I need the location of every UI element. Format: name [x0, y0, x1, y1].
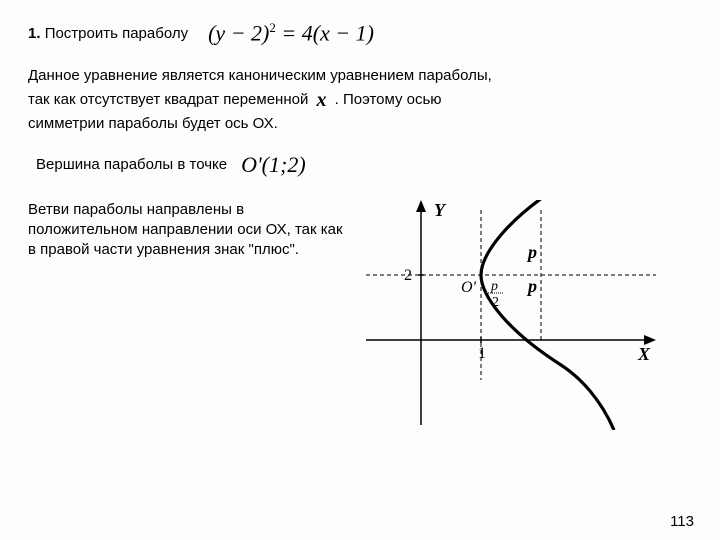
y-tick-2: 2	[404, 267, 412, 284]
variable-x: x	[313, 89, 331, 111]
equation: (y − 2)2 = 4(x − 1)	[208, 20, 374, 46]
vertex-label: O'	[461, 279, 477, 296]
page-number: 113	[670, 513, 694, 530]
problem-number: 1. Построить параболу	[28, 25, 188, 42]
explanation-paragraph: Данное уравнение является каноническим у…	[28, 66, 692, 134]
branch-paragraph: Ветви параболы направлены в положительно…	[28, 200, 348, 261]
p-half-top: p	[490, 279, 498, 294]
vertex-point: O'(1;2)	[241, 152, 306, 178]
parabola-chart: Y X 2 1 O' p 2 p p	[366, 200, 656, 430]
x-axis-label: X	[637, 344, 651, 364]
p-label-1: p	[526, 242, 537, 262]
x-tick-1: 1	[478, 345, 486, 362]
y-axis-label: Y	[434, 200, 447, 220]
p-label-2: p	[526, 276, 537, 296]
vertex-text: Вершина параболы в точке	[36, 156, 227, 173]
p-half-bot: 2	[492, 295, 499, 310]
